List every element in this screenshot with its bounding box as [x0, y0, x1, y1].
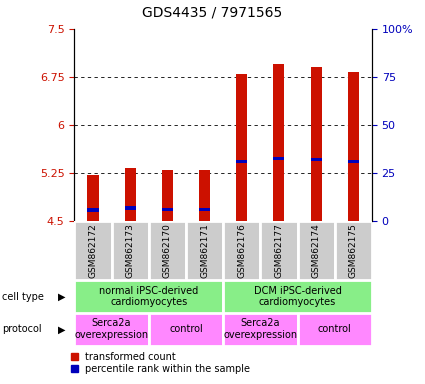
Text: control: control: [318, 324, 351, 334]
Bar: [348, 159, 359, 163]
Bar: [125, 168, 136, 221]
Bar: [298, 313, 372, 346]
Bar: [348, 72, 359, 221]
Text: protocol: protocol: [2, 324, 42, 334]
Text: cell type: cell type: [2, 291, 44, 302]
Bar: [186, 221, 223, 280]
Bar: [223, 313, 298, 346]
Text: Serca2a
overexpression: Serca2a overexpression: [223, 318, 298, 340]
Text: GDS4435 / 7971565: GDS4435 / 7971565: [142, 5, 283, 19]
Text: normal iPSC-derived
cardiomyocytes: normal iPSC-derived cardiomyocytes: [99, 286, 198, 308]
Bar: [223, 280, 372, 313]
Bar: [162, 170, 173, 221]
Bar: [223, 221, 260, 280]
Bar: [149, 221, 186, 280]
Bar: [311, 67, 322, 221]
Bar: [74, 280, 223, 313]
Text: GSM862171: GSM862171: [200, 223, 209, 278]
Bar: [88, 175, 99, 221]
Bar: [273, 64, 284, 221]
Text: GSM862174: GSM862174: [312, 223, 320, 278]
Bar: [298, 221, 335, 280]
Legend: transformed count, percentile rank within the sample: transformed count, percentile rank withi…: [71, 352, 250, 374]
Text: DCM iPSC-derived
cardiomyocytes: DCM iPSC-derived cardiomyocytes: [254, 286, 341, 308]
Bar: [273, 157, 284, 161]
Bar: [125, 206, 136, 210]
Bar: [74, 313, 149, 346]
Text: GSM862176: GSM862176: [237, 223, 246, 278]
Text: GSM862172: GSM862172: [88, 223, 97, 278]
Bar: [199, 170, 210, 221]
Bar: [88, 208, 99, 212]
Text: GSM862175: GSM862175: [349, 223, 358, 278]
Bar: [236, 159, 247, 163]
Bar: [236, 74, 247, 221]
Text: control: control: [169, 324, 203, 334]
Bar: [149, 313, 223, 346]
Text: Serca2a
overexpression: Serca2a overexpression: [74, 318, 149, 340]
Text: GSM862177: GSM862177: [275, 223, 283, 278]
Bar: [111, 221, 149, 280]
Bar: [335, 221, 372, 280]
Text: GSM862170: GSM862170: [163, 223, 172, 278]
Text: ▶: ▶: [58, 324, 66, 334]
Bar: [311, 157, 322, 161]
Bar: [199, 207, 210, 211]
Text: GSM862173: GSM862173: [126, 223, 135, 278]
Bar: [162, 207, 173, 211]
Bar: [74, 221, 111, 280]
Text: ▶: ▶: [58, 291, 66, 302]
Bar: [260, 221, 298, 280]
